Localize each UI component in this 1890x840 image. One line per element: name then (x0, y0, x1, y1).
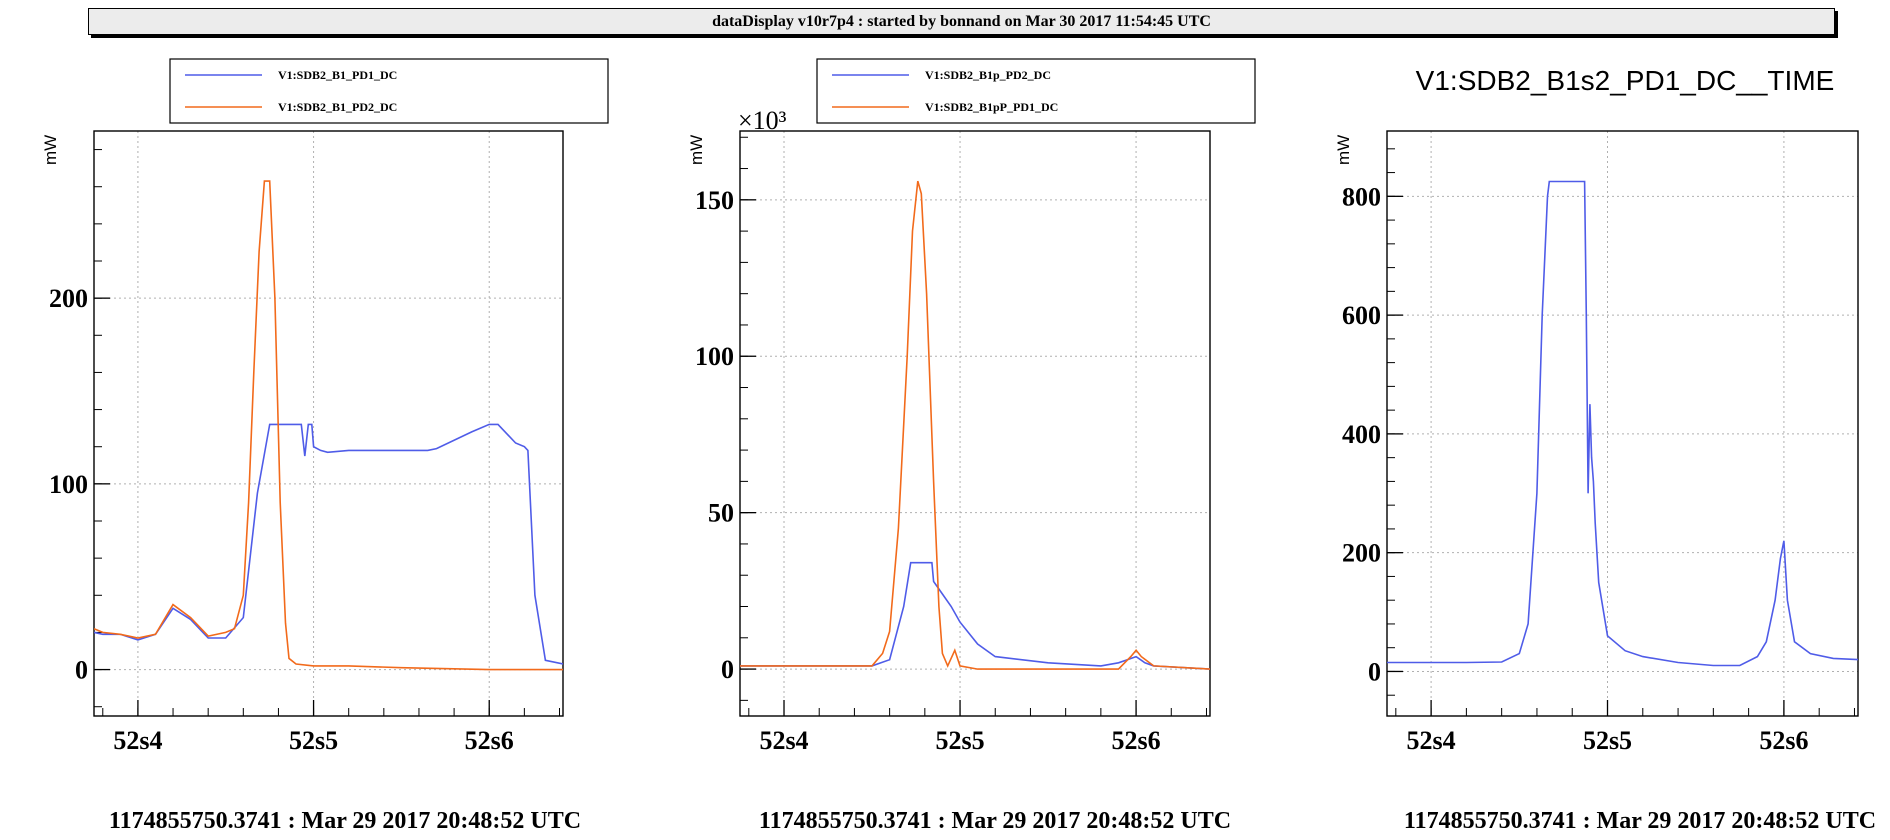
timestamp-footer-3: 1174855750.3741 : Mar 29 2017 20:48:52 U… (1403, 808, 1877, 834)
y-tick-label: 150 (695, 186, 734, 215)
x-tick-label: 52s5 (289, 726, 338, 755)
series-line-1 (740, 561, 1210, 670)
series-line-2 (740, 180, 1210, 670)
x-tick-label: 52s5 (1583, 726, 1632, 755)
timestamp-footer-2: 1174855750.3741 : Mar 29 2017 20:48:52 U… (758, 808, 1232, 834)
y-tick-label: 200 (1342, 539, 1381, 568)
y-multiplier: ×10³ (738, 106, 787, 135)
legend-box (816, 58, 1256, 124)
series-line-1 (94, 423, 563, 665)
timestamp-footer-1: 1174855750.3741 : Mar 29 2017 20:48:52 U… (108, 808, 582, 834)
x-tick-label: 52s5 (935, 726, 984, 755)
legend-box (169, 58, 609, 124)
y-tick-label: 200 (49, 284, 88, 313)
y-tick-label: 100 (695, 342, 734, 371)
chart-title: V1:SDB2_B1s2_PD1_DC__TIME (1416, 65, 1835, 96)
x-tick-label: 52s4 (113, 726, 162, 755)
y-tick-label: 800 (1342, 182, 1381, 211)
chart-panel-3: 52s4 52s5 52s6 0 200 400 600 800 mW V1:SDB2_B1s2_… (1334, 65, 1859, 755)
plot-frame (739, 130, 1211, 717)
legend-entry: V1:SDB2_B1p_PD2_DC (925, 68, 1051, 82)
y-tick-label: 50 (708, 499, 734, 528)
x-tick-label: 52s6 (1112, 726, 1161, 755)
y-axis-label: mW (41, 135, 60, 165)
chart-panel-1: 52s4 52s5 52s6 0 100 200 mW V1:SDB2_B1_PD1_DC V1… (41, 58, 609, 755)
x-tick-label: 52s6 (465, 726, 514, 755)
plot-frame (93, 130, 564, 717)
y-axis-label: mW (687, 135, 706, 165)
y-tick-label: 0 (75, 656, 88, 685)
x-tick-label: 52s4 (759, 726, 808, 755)
y-tick-label: 100 (49, 470, 88, 499)
legend-entry: V1:SDB2_B1_PD2_DC (278, 100, 397, 114)
plot-frame (1386, 130, 1859, 717)
series-line-1 (1387, 180, 1858, 667)
x-tick-label: 52s4 (1407, 726, 1456, 755)
legend-entry: V1:SDB2_B1pP_PD1_DC (925, 100, 1058, 114)
y-axis-label: mW (1334, 135, 1353, 165)
legend-entry: V1:SDB2_B1_PD1_DC (278, 68, 397, 82)
window-title: dataDisplay v10r7p4 : started by bonnand… (88, 8, 1835, 35)
x-tick-label: 52s6 (1759, 726, 1808, 755)
y-tick-label: 600 (1342, 301, 1381, 330)
chart-panel-2: 52s4 52s5 52s6 0 50 100 150 mW ×10³ V1:SDB2_B1p_P… (687, 58, 1256, 755)
series-line-2 (94, 180, 563, 671)
y-tick-label: 400 (1342, 420, 1381, 449)
y-tick-label: 0 (1368, 657, 1381, 686)
y-tick-label: 0 (721, 655, 734, 684)
